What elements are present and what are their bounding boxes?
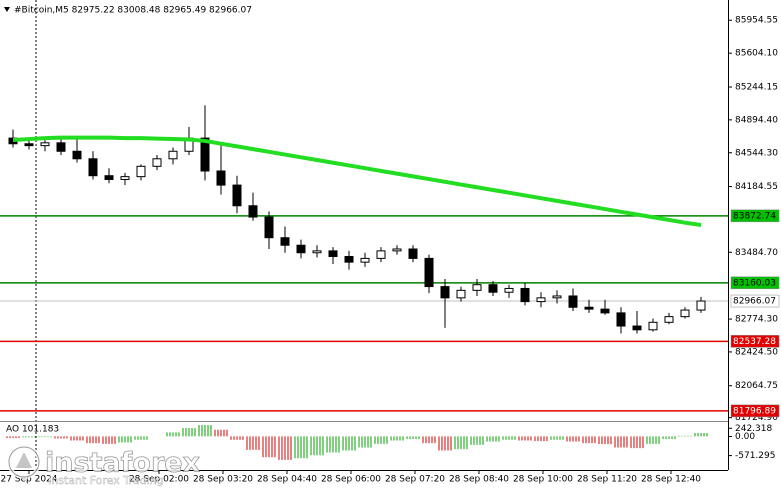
candle-body [424,257,434,288]
level-label: 83160.03 [733,278,776,288]
moving-average [12,135,702,228]
candle-body [248,205,258,218]
level-label-box [730,276,780,290]
y-tick-label: 84544.30 [735,148,778,158]
logo-mark [16,452,32,468]
y-tick-label: 82774.30 [735,315,778,325]
candle-body [200,137,210,172]
x-tick-label: 28 Sep 02:00 [129,475,189,485]
candle-body [312,250,322,254]
candle-body [24,143,34,147]
y-tick-label: 84184.55 [735,182,778,192]
candle-body [328,250,338,258]
y-tick-label: 85244.15 [735,82,778,92]
candle-body [136,165,146,178]
logo-ring-outline [8,446,40,478]
candle-body [280,237,290,246]
chart-header: #Bitcoin,M5 82975.22 83008.48 82965.49 8… [14,6,252,16]
candle-body [168,150,178,160]
y-tick-label: 84894.40 [735,115,778,125]
y-tick-label: 82424.50 [735,347,778,357]
candle-body [216,170,226,186]
candle-body [408,248,418,259]
x-tick-label: 28 Sep 04:40 [257,475,317,485]
watermark: instaforex Instant Forex Trading [7,445,200,487]
candle-body [616,312,626,327]
candle-body [600,308,610,314]
candle-body [472,284,482,291]
candle-body [504,287,514,293]
x-tick-label: 28 Sep 10:00 [513,475,573,485]
level-label-box [730,335,780,348]
candle-body [536,297,546,303]
level-label: 82537.28 [733,337,776,347]
candle-body [440,286,450,299]
y-tick-label: -571.295 [735,451,775,461]
level-label-box [730,294,780,308]
level-label-box [730,209,780,223]
x-tick-label: 27 Sep 2024 [0,475,57,485]
x-tick-label: 28 Sep 08:40 [449,475,509,485]
watermark-brand: instaforex [45,448,200,479]
candle-body [392,248,402,252]
menu-arrow [4,7,10,12]
candle-body [232,184,242,207]
candle-body [488,284,498,293]
indicator-title: AO 101.183 [6,425,59,435]
level-label-box [730,404,780,418]
level-label: 81796.89 [733,406,776,416]
y-tick-label: 82064.75 [735,381,778,391]
candle-body [520,287,530,303]
y-tick-label: 85604.10 [735,49,778,59]
candle-body [552,295,562,299]
candle-body [104,175,114,180]
candle-body [376,250,386,259]
x-tick-label: 28 Sep 07:20 [385,475,445,485]
candle-body [152,158,162,167]
candle-body [632,325,642,331]
x-tick-label: 28 Sep 03:20 [193,475,253,485]
x-tick-label: 28 Sep 12:40 [641,475,701,485]
candle-body [264,216,274,239]
watermark-tagline: Instant Forex Trading [48,474,164,487]
y-tick-label: 242.318 [735,424,772,434]
candle-body [72,150,82,160]
y-tick-label: 83484.70 [735,248,778,258]
candle-body [680,309,690,318]
candle-body [120,176,130,180]
candle-body [40,142,50,147]
candle-body [88,158,98,177]
candle-body [696,300,706,311]
y-tick-label: 0.00 [735,432,755,442]
candle-body [296,244,306,254]
candle-body [456,289,466,299]
y-tick-label: 85954.55 [735,16,778,26]
level-label: 83872.74 [733,211,776,221]
level-label: 82966.07 [733,297,776,307]
candle-body [664,316,674,323]
x-tick-label: 28 Sep 06:00 [321,475,381,485]
y-tick-label: 81724.90 [735,413,778,423]
candle-body [568,295,578,308]
candle-body [648,321,658,331]
candle-body [344,256,354,263]
candle-body [56,142,66,152]
candle-body [360,257,370,263]
x-tick-label: 28 Sep 11:20 [577,475,637,485]
candle-body [584,306,594,310]
